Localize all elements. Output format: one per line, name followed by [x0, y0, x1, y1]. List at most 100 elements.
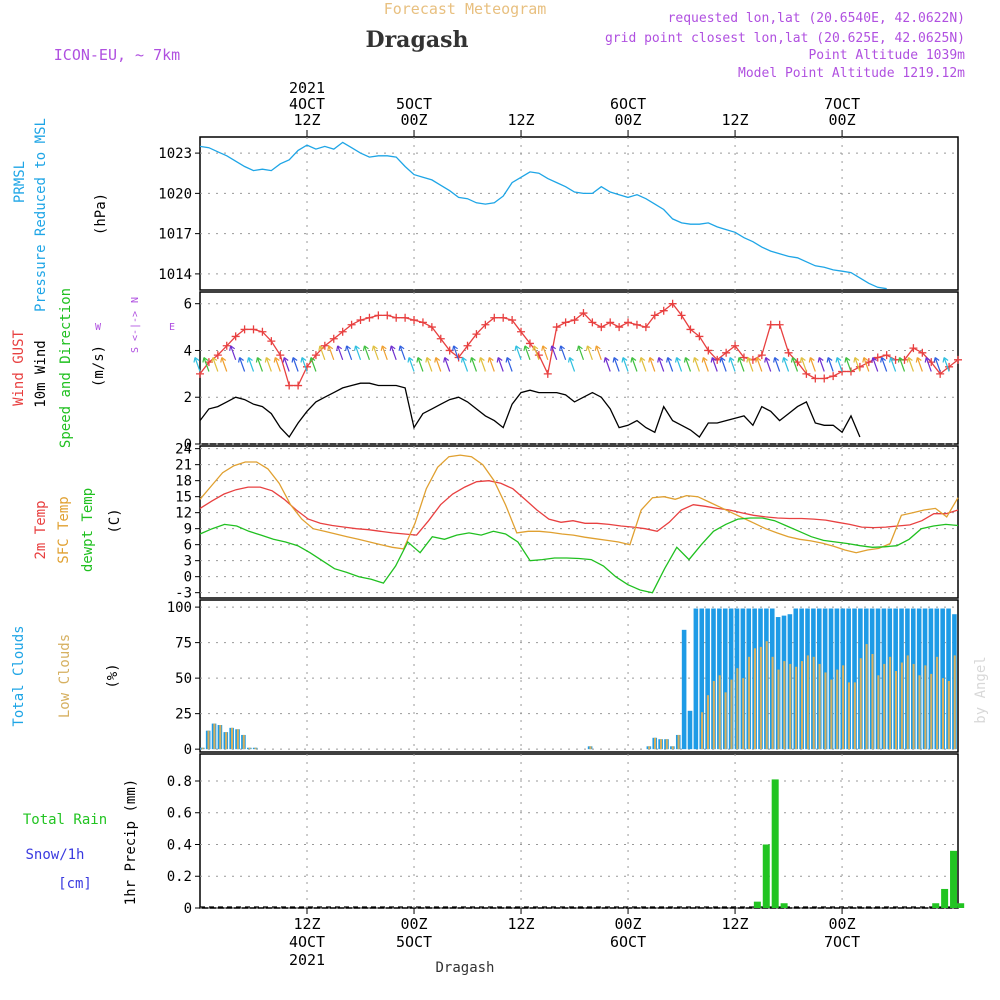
low-clouds-bar — [765, 641, 768, 750]
gust-line-point — [410, 316, 419, 325]
low-clouds-bar — [706, 695, 709, 750]
gust-line-point — [427, 323, 436, 332]
low-clouds-bar — [219, 725, 222, 750]
gust-line-point — [517, 327, 526, 336]
low-clouds-bar — [941, 678, 945, 750]
rain-bar — [957, 903, 965, 908]
precip-ytick-label: 0 — [184, 901, 192, 917]
top-time-label: 12Z — [722, 111, 749, 129]
pressure-ytick-label: 1023 — [158, 146, 192, 162]
gust-line-point — [909, 344, 918, 353]
gust-line-point — [606, 318, 615, 327]
low-clouds-bar — [248, 747, 251, 750]
clouds-panel-frame — [199, 599, 959, 753]
wind-direction-arrow — [692, 357, 700, 372]
wind-ytick-label: 0 — [184, 437, 192, 453]
low-clouds-bar — [795, 666, 798, 750]
gust-line-point — [543, 369, 552, 378]
wind-direction-arrow — [309, 357, 317, 372]
low-clouds-bar — [859, 658, 862, 750]
wind-direction-arrow — [398, 345, 406, 361]
wind-direction-arrow — [728, 357, 736, 372]
gust-line-point — [418, 318, 427, 327]
low-clouds-bar — [900, 662, 903, 750]
wind-direction-arrow — [737, 357, 745, 372]
precip-ylabels: Total Rain Snow/1h [cm] 1hr Precip (mm) — [23, 779, 139, 905]
wind-direction-arrow — [710, 357, 718, 372]
temp-ytick-label: -3 — [175, 586, 192, 602]
low-clouds-bar — [824, 672, 827, 750]
wind-direction-arrow — [790, 357, 799, 372]
bottom-time-label: 6OCT — [610, 933, 646, 951]
wind-direction-arrow — [541, 345, 549, 361]
low-clouds-bar — [213, 723, 216, 750]
temp-ylabel-2: SFC Temp — [56, 496, 72, 563]
wind-direction-arrow — [585, 345, 593, 361]
gust-line-point — [820, 374, 829, 383]
temp-ytick-label: 3 — [184, 554, 192, 570]
top-time-label: 2021 — [289, 79, 325, 97]
low-clouds-bar — [894, 671, 898, 750]
gust-line-point — [534, 351, 543, 360]
bottom-time-label: 00Z — [400, 915, 427, 933]
wind-direction-arrow — [460, 357, 469, 372]
wind-direction-arrow — [621, 357, 629, 372]
low-clouds-bar — [865, 644, 868, 750]
bottom-time-label: 00Z — [615, 915, 642, 933]
top-time-label: 7OCT — [824, 95, 860, 113]
gust-line-point — [677, 311, 686, 320]
gust-line-point — [650, 311, 659, 320]
total-clouds-bar — [711, 608, 716, 750]
gust-line-point — [757, 351, 766, 360]
wind-direction-arrow — [229, 345, 237, 361]
footer-location: Dragash — [435, 960, 494, 976]
wind-direction-arrow — [389, 345, 397, 361]
gust-line-point — [552, 323, 561, 332]
wind-direction-arrow — [933, 357, 941, 372]
dewpt-line — [199, 517, 959, 594]
low-clouds-bar — [853, 682, 856, 750]
wind-direction-arrow — [853, 357, 861, 372]
wind-direction-arrow — [425, 357, 433, 372]
wind-direction-arrow — [701, 357, 709, 372]
gust-line-point — [739, 353, 748, 362]
low-clouds-bar — [701, 712, 704, 750]
temp-ylabel-3: dewpt Temp — [80, 488, 96, 572]
pressure-line — [199, 141, 887, 290]
pressure-ytick-label: 1014 — [158, 267, 192, 283]
wind-direction-arrow — [336, 345, 344, 361]
low-clouds-bar — [665, 739, 668, 750]
gust-line-point — [918, 348, 927, 357]
compass-arrows: <-|-> — [130, 311, 141, 341]
gust-line-point — [392, 313, 401, 322]
wind-direction-arrow — [755, 357, 763, 372]
wind-direction-arrow — [532, 345, 540, 361]
wind-direction-arrow — [434, 357, 442, 372]
gust-line-point — [303, 362, 312, 371]
wind-direction-arrow — [550, 345, 558, 361]
precip-panel-frame — [199, 753, 959, 909]
gust-line-point — [954, 355, 962, 364]
wind-direction-arrow — [612, 357, 620, 372]
sfc-temp-line — [199, 454, 959, 554]
pressure-ylabels: PRMSL Pressure Reduced to MSL (hPa) — [12, 118, 109, 312]
wind-direction-arrow — [888, 357, 897, 372]
low-clouds-bar — [918, 675, 921, 750]
low-clouds-bar — [924, 665, 927, 750]
gust-line-point — [882, 351, 891, 360]
wind-compass: N <-|-> S W E — [95, 297, 175, 353]
wind-ylabels: Wind GUST 10m Wind Speed and Direction (… — [11, 288, 175, 448]
low-clouds-bar — [877, 675, 880, 750]
gust-line-point — [597, 323, 606, 332]
top-time-label: 00Z — [829, 111, 856, 129]
low-clouds-bar — [759, 646, 762, 750]
gust-line-point — [472, 330, 481, 339]
bottom-time-label: 7OCT — [824, 933, 860, 951]
low-clouds-bar — [736, 668, 739, 750]
wind-direction-arrow — [826, 357, 834, 372]
gust-line-point — [338, 327, 347, 336]
clouds-ylabel-2: Low Clouds — [57, 634, 73, 718]
wind-direction-arrow — [773, 357, 781, 372]
gust-line-point — [374, 311, 383, 320]
temp-unit: (C) — [107, 508, 123, 533]
